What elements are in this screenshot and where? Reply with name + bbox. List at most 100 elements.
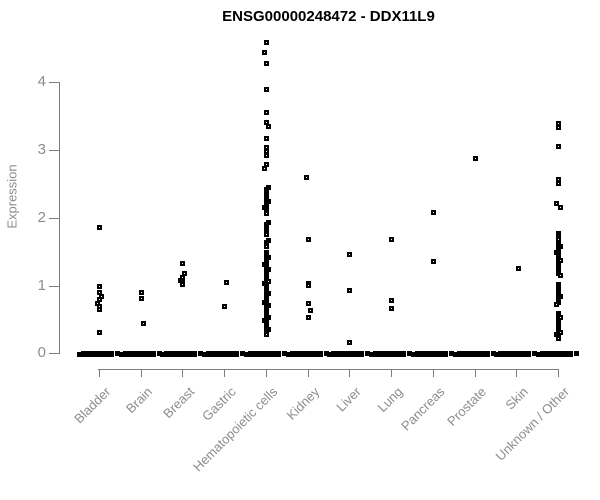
data-point <box>263 153 269 159</box>
data-point <box>97 225 102 231</box>
data-point <box>263 161 269 167</box>
data-point <box>138 295 144 301</box>
data-point <box>472 156 478 162</box>
data-point <box>556 181 562 187</box>
y-tick-label: 0 <box>37 344 46 362</box>
data-point <box>305 315 311 321</box>
data-point <box>182 270 188 276</box>
data-point <box>138 290 144 296</box>
data-point <box>97 306 102 312</box>
zero-cluster-point <box>410 352 416 357</box>
x-category-label: Unknown / Other <box>493 384 573 464</box>
chart-title: ENSG00000248472 - DDX11L9 <box>222 8 435 25</box>
zero-cluster-bar <box>122 351 156 357</box>
zero-cluster-point <box>494 352 500 357</box>
y-tick <box>49 150 60 151</box>
zero-cluster-point <box>452 352 458 357</box>
data-point <box>97 289 102 295</box>
x-tick <box>558 369 560 377</box>
y-tick-label: 3 <box>37 141 46 158</box>
zero-cluster-point <box>115 351 120 356</box>
data-point <box>556 143 562 149</box>
zero-cluster-point <box>118 352 124 357</box>
data-point <box>263 136 269 142</box>
data-point <box>558 204 564 210</box>
data-point <box>263 145 269 151</box>
x-tick <box>224 369 226 377</box>
zero-cluster-bar <box>540 351 574 357</box>
zero-cluster-point <box>369 352 375 357</box>
zero-cluster-point <box>202 352 208 357</box>
zero-cluster-bar <box>206 351 240 357</box>
data-point <box>554 301 560 307</box>
data-point <box>263 120 269 126</box>
zero-cluster-point <box>198 351 204 356</box>
zero-cluster-point <box>536 352 542 357</box>
y-tick <box>49 217 60 219</box>
data-point <box>263 86 269 92</box>
data-point <box>263 149 269 155</box>
data-point <box>224 279 230 285</box>
x-tick <box>265 369 267 377</box>
zero-cluster-bar <box>331 351 365 357</box>
data-point <box>263 211 269 217</box>
data-point <box>307 308 313 313</box>
x-tick <box>182 369 184 377</box>
data-point <box>263 232 269 238</box>
x-category-label: Kidney <box>283 384 323 423</box>
zero-cluster-point <box>407 351 413 356</box>
zero-cluster-point <box>323 351 329 356</box>
zero-cluster-point <box>327 352 333 357</box>
y-tick-label: 1 <box>37 276 46 294</box>
zero-cluster-point <box>243 352 249 357</box>
y-tick <box>49 82 60 84</box>
data-point <box>430 258 436 264</box>
data-point <box>263 331 269 337</box>
x-tick <box>516 369 518 377</box>
data-point <box>558 273 564 279</box>
zero-cluster-bar <box>81 351 114 357</box>
zero-cluster-point <box>448 351 454 356</box>
x-category-label: Brain <box>123 384 156 417</box>
data-point <box>263 39 269 45</box>
data-point <box>140 320 146 326</box>
data-point <box>180 260 186 266</box>
data-point <box>556 120 562 126</box>
data-point <box>263 61 269 67</box>
y-tick <box>49 285 60 287</box>
data-point <box>430 210 436 216</box>
data-point <box>261 50 267 56</box>
y-tick-label: 2 <box>37 208 46 226</box>
x-category-label: Liver <box>333 384 364 415</box>
data-point <box>303 175 309 181</box>
x-axis-line <box>98 369 560 370</box>
data-point <box>97 330 102 336</box>
y-axis-title: Expression <box>4 164 20 229</box>
data-point <box>180 282 186 288</box>
x-category-label: Bladder <box>71 384 114 427</box>
zero-cluster-bar <box>414 351 448 357</box>
zero-cluster-point <box>77 352 82 357</box>
data-point <box>389 305 395 311</box>
data-point <box>556 177 562 183</box>
data-point <box>305 237 311 243</box>
x-tick <box>474 369 476 377</box>
x-tick <box>349 369 351 377</box>
x-category-label: Gastric <box>199 384 239 424</box>
data-point <box>556 124 562 130</box>
data-point <box>554 200 560 206</box>
x-category-label: Lung <box>374 384 406 416</box>
data-point <box>347 251 353 257</box>
data-point <box>305 282 311 288</box>
zero-cluster-bar <box>247 351 281 357</box>
x-tick <box>432 369 434 377</box>
data-point <box>389 297 395 303</box>
zero-cluster-point <box>532 351 538 356</box>
data-point <box>347 339 353 345</box>
zero-cluster-bar <box>289 351 323 357</box>
x-category-label: Skin <box>502 384 531 413</box>
data-point <box>556 335 562 341</box>
zero-cluster-point <box>156 351 162 356</box>
zero-cluster-point <box>281 351 287 356</box>
